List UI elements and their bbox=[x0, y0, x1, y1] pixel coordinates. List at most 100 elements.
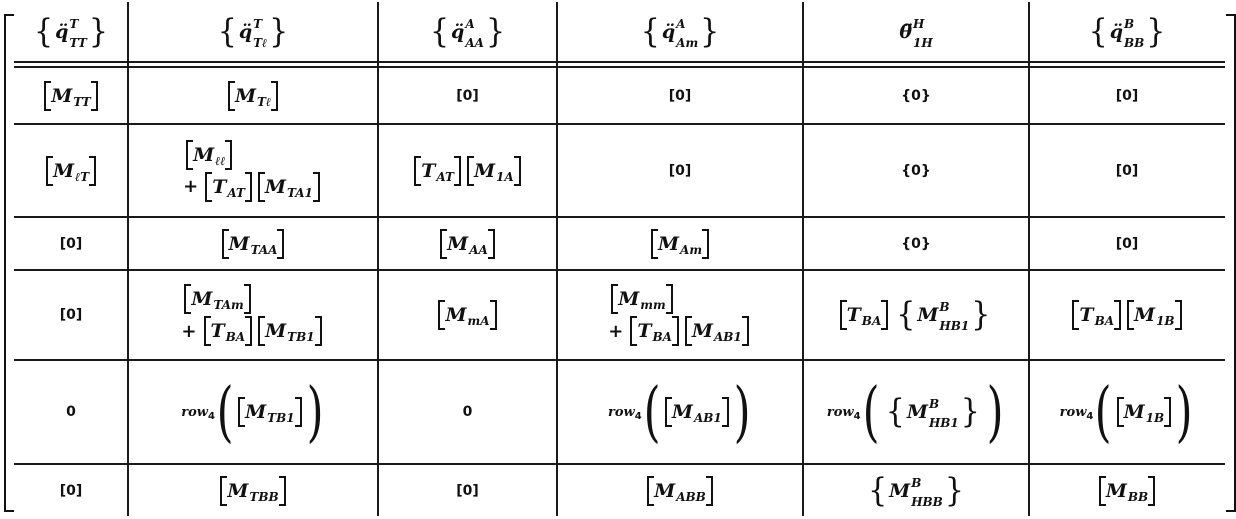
vector-term: {q̈ A AA} bbox=[428, 14, 507, 49]
right-paren: ) bbox=[1175, 373, 1193, 450]
table-cell: row 4({M B HB1}) bbox=[803, 361, 1029, 463]
cell-content: M AA bbox=[437, 228, 498, 259]
right-brace: } bbox=[1146, 11, 1166, 51]
expression-line: M Am bbox=[648, 228, 712, 259]
subscript: 1B bbox=[1156, 314, 1175, 328]
subscript: AA bbox=[469, 242, 488, 257]
symbol-base: M bbox=[654, 480, 676, 502]
right-brace: } bbox=[88, 11, 108, 51]
table-cell: M BB bbox=[1029, 465, 1225, 517]
table-cell: {0} bbox=[803, 218, 1029, 269]
expression-line: T BA {M B HB1} bbox=[837, 298, 996, 332]
left-brace: { bbox=[885, 392, 905, 431]
matrix-term: M ABB bbox=[647, 476, 713, 506]
subscript: HBB bbox=[911, 495, 943, 509]
symbol-scripts: TAm bbox=[213, 293, 243, 311]
left-matrix-bracket bbox=[4, 14, 14, 512]
zero-entry: [0] bbox=[456, 483, 479, 499]
cell-content: row 4(M TB1) bbox=[178, 379, 328, 444]
matrix-term: T BA bbox=[1072, 300, 1121, 330]
subscript: TBB bbox=[249, 490, 279, 504]
cell-content: T AT M 1A bbox=[411, 155, 523, 186]
expression-line: {M B HBB} bbox=[863, 471, 969, 510]
cell-content: M TT bbox=[41, 80, 100, 111]
cell-content: row 4(M AB1) bbox=[605, 373, 755, 450]
symbol-base: M bbox=[264, 175, 286, 198]
function-name: row bbox=[608, 404, 635, 420]
function-subscript: 4 bbox=[853, 410, 861, 422]
math-symbol: M AB1 bbox=[672, 401, 722, 424]
symbol-scripts: H 1H bbox=[913, 18, 933, 49]
row-divider bbox=[14, 269, 1225, 271]
math-symbol: M 1A bbox=[474, 160, 514, 183]
subscript: TAm bbox=[213, 298, 244, 312]
table-cell: [0] bbox=[1029, 218, 1225, 269]
row-divider bbox=[14, 216, 1225, 218]
symbol-base: M bbox=[618, 288, 640, 310]
subscript: HB1 bbox=[939, 319, 970, 333]
symbol-scripts: TT bbox=[73, 90, 90, 108]
symbol-scripts: TB1 bbox=[267, 406, 294, 424]
cell-content: {0} bbox=[898, 88, 934, 104]
table-cell: {0} bbox=[803, 125, 1029, 216]
symbol-scripts: A AA bbox=[465, 16, 484, 49]
cell-content: M TAm + T BA M TB1 bbox=[181, 284, 324, 346]
matrix-term: M 1B bbox=[1116, 397, 1172, 427]
left-paren: ( bbox=[643, 373, 661, 450]
vector-term: {q̈ T Tℓ} bbox=[216, 14, 291, 48]
subscript: AT bbox=[227, 185, 245, 200]
zero-entry: [0] bbox=[1115, 235, 1139, 252]
table-cell: T BA {M B HB1} bbox=[803, 271, 1029, 359]
symbol-base: T bbox=[421, 159, 436, 182]
cell-content: M TAA bbox=[219, 228, 288, 259]
cell-content: {0} bbox=[898, 163, 934, 179]
subscript: Am bbox=[680, 242, 703, 257]
math-symbol: q̈ T TT bbox=[55, 18, 87, 49]
symbol-scripts: B HB1 bbox=[939, 301, 969, 332]
expression-line: 0 bbox=[460, 404, 476, 420]
symbol-base: M bbox=[245, 401, 267, 423]
math-symbol: M B HB1 bbox=[907, 398, 959, 429]
table-cell: [0] bbox=[14, 465, 128, 517]
cell-content: 0 bbox=[63, 404, 79, 420]
expression-line: [0] bbox=[57, 483, 86, 499]
column-divider bbox=[802, 2, 804, 516]
cell-content: [0] bbox=[1113, 163, 1142, 179]
symbol-scripts: TBB bbox=[249, 485, 278, 503]
header-double-rule bbox=[14, 66, 1225, 68]
math-symbol: M Am bbox=[657, 232, 703, 257]
subscript: TT bbox=[69, 35, 87, 50]
symbol-scripts: TAA bbox=[251, 238, 278, 256]
subscript: Tℓ bbox=[256, 94, 272, 109]
left-paren: ( bbox=[1094, 373, 1112, 450]
subscript: 1A bbox=[496, 169, 514, 184]
matrix-term: M AB1 bbox=[664, 397, 729, 427]
symbol-scripts: 1A bbox=[496, 165, 514, 183]
expression-line: M TAA bbox=[219, 228, 288, 259]
right-matrix-bracket bbox=[1226, 14, 1236, 512]
matrix-term: M 1B bbox=[1127, 300, 1182, 330]
matrix-term: M TT bbox=[44, 80, 99, 111]
matrix-term: M Am bbox=[650, 228, 710, 259]
table-cell: [0] bbox=[1029, 68, 1225, 123]
subscript: Am bbox=[676, 35, 699, 50]
symbol-base: M bbox=[657, 232, 680, 255]
superscript: A bbox=[465, 16, 475, 31]
math-symbol: M AB1 bbox=[692, 320, 742, 343]
zero-entry: [0] bbox=[59, 235, 83, 252]
math-symbol: M Tℓ bbox=[235, 85, 272, 109]
cell-content: [0] bbox=[453, 483, 482, 499]
symbol-base: M bbox=[889, 480, 911, 502]
matrix-term: T AT bbox=[414, 155, 461, 186]
cell-content: [0] bbox=[57, 236, 86, 252]
table-cell: row 4(M AB1) bbox=[557, 361, 803, 463]
symbol-base: T bbox=[846, 304, 861, 326]
column-divider bbox=[377, 2, 379, 516]
math-symbol: M ABB bbox=[654, 480, 706, 503]
expression-line: {0} bbox=[898, 236, 934, 252]
subscript: BA bbox=[225, 330, 246, 344]
zero-entry: [0] bbox=[456, 87, 479, 104]
right-brace: } bbox=[944, 471, 964, 510]
